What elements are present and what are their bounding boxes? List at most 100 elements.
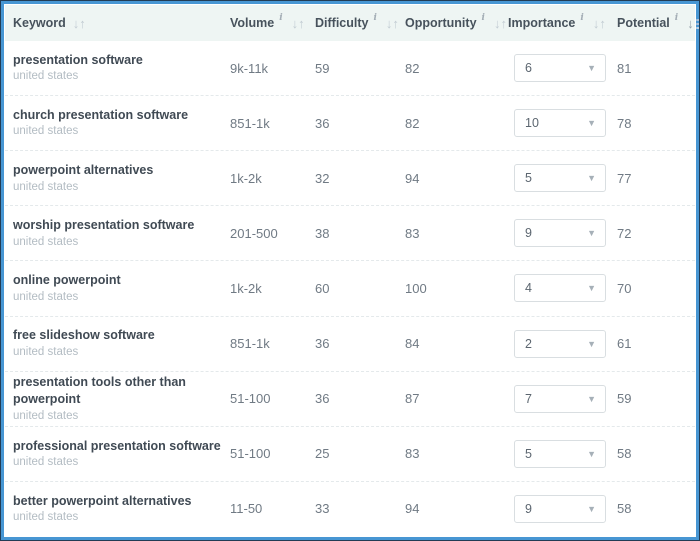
difficulty-value: 36 [315,391,330,407]
column-header-importance[interactable]: Importance i ↓ ↑ [508,13,617,31]
importance-cell: 7 ▼ [508,384,617,413]
chevron-down-icon: ▼ [587,283,596,294]
sort-arrows-icon[interactable]: ↓ ↑ [292,17,305,30]
potential-value: 58 [617,446,632,462]
keyword-text: presentation software [13,52,143,67]
importance-dropdown[interactable]: 6 ▼ [514,54,606,83]
volume-value: 1k-2k [230,170,262,186]
opportunity-value: 94 [405,170,420,186]
opportunity-value: 87 [405,391,420,407]
potential-value: 72 [617,225,632,241]
table-row: professional presentation software united… [5,425,695,481]
importance-value: 9 [525,226,532,241]
volume-value: 9k-11k [230,60,269,76]
keyword-cell: presentation tools other than powerpoint… [13,374,230,424]
keyword-location: united states [13,70,79,83]
keyword-text: free slideshow software [13,328,155,343]
column-label: Volume [230,16,275,30]
importance-value: 2 [525,336,532,351]
column-label: Keyword [13,16,66,30]
importance-dropdown[interactable]: 9 ▼ [514,494,606,523]
keyword-table: Keyword ↓ ↑ Volume i ↓ ↑ Difficulty i ↓ ↑ Opportuni… [5,5,699,536]
importance-dropdown[interactable]: 7 ▼ [514,384,606,413]
volume-value: 51-100 [230,391,271,407]
sort-arrows-icon[interactable]: ↓ ↑ [386,15,399,31]
keyword-text: presentation tools other than powerpoint [13,374,186,407]
column-header-potential[interactable]: Potential i ↓ [617,13,699,31]
importance-cell: 9 ▼ [508,494,617,523]
opportunity-value: 84 [405,336,420,352]
difficulty-value: 38 [315,225,330,241]
importance-dropdown[interactable]: 4 ▼ [514,274,606,303]
keyword-location: united states [13,180,79,193]
keyword-location: united states [13,290,79,303]
chevron-down-icon: ▼ [587,448,596,459]
keyword-location: united states [13,456,79,469]
info-icon[interactable]: i [674,13,679,23]
importance-cell: 6 ▼ [508,54,617,83]
keyword-location: united states [13,235,79,248]
keyword-cell: church presentation software united state… [13,107,230,139]
info-icon[interactable]: i [279,13,283,23]
table-body: presentation software united states 9k-11k… [5,41,695,536]
sort-arrows-icon[interactable]: ↓ ↑ [72,15,86,31]
difficulty-value: 25 [315,446,330,462]
keyword-cell: powerpoint alternatives united states [13,162,230,194]
sort-up-arrow-icon: ↑ [79,15,85,31]
difficulty-value: 32 [315,170,330,186]
chevron-down-icon: ▼ [587,338,596,349]
importance-dropdown[interactable]: 9 ▼ [514,219,606,248]
column-header-keyword[interactable]: Keyword ↓ ↑ [13,16,230,30]
importance-value: 4 [525,281,532,296]
chevron-down-icon: ▼ [587,118,596,129]
sort-up-arrow-icon: ↑ [500,15,506,31]
chevron-down-icon: ▼ [587,503,596,514]
importance-dropdown[interactable]: 10 ▼ [514,109,606,138]
importance-cell: 4 ▼ [508,274,617,303]
column-label: Opportunity [405,16,477,30]
importance-value: 6 [525,61,532,76]
keyword-location: united states [13,409,79,422]
table-row: better powerpoint alternatives united sta… [5,480,695,536]
volume-value: 11-50 [230,501,263,517]
volume-value: 851-1k [230,336,270,352]
opportunity-value: 100 [405,280,427,296]
keyword-text: online powerpoint [13,273,121,288]
chevron-down-icon: ▼ [587,173,596,184]
volume-value: 201-500 [230,225,278,241]
table-header-row: Keyword ↓ ↑ Volume i ↓ ↑ Difficulty i ↓ ↑ Opportuni… [5,5,699,41]
table-row: powerpoint alternatives united states 1k-2… [5,150,695,206]
info-icon[interactable]: i [580,13,584,23]
importance-dropdown[interactable]: 5 ▼ [514,439,606,468]
column-label: Difficulty [315,16,369,30]
sort-up-arrow-icon: ↑ [599,15,605,31]
chevron-down-icon: ▼ [587,228,596,239]
column-header-volume[interactable]: Volume i ↓ ↑ [230,13,315,30]
info-icon[interactable]: i [481,13,485,23]
chevron-down-icon: ▼ [587,393,596,404]
sort-descending-active-icon[interactable]: ↓ [687,15,699,31]
sort-down-arrow-icon: ↓ [72,15,79,31]
sort-arrows-icon[interactable]: ↓ ↑ [493,15,507,31]
info-icon[interactable]: i [373,13,377,23]
chevron-down-icon: ▼ [587,63,596,74]
sort-down-arrow-icon: ↓ [687,15,693,31]
column-header-difficulty[interactable]: Difficulty i ↓ ↑ [315,13,405,31]
importance-cell: 2 ▼ [508,329,617,358]
sort-down-arrow-icon: ↓ [493,15,500,31]
sort-arrows-icon[interactable]: ↓ ↑ [593,15,606,31]
importance-dropdown[interactable]: 5 ▼ [514,164,606,193]
keyword-text: professional presentation software [13,438,221,453]
sort-up-arrow-icon: ↑ [392,15,398,31]
keyword-cell: worship presentation software united stat… [13,217,230,249]
volume-value: 51-100 [230,446,271,462]
sort-bars-icon [695,18,699,29]
difficulty-value: 60 [315,280,330,296]
column-label: Potential [617,16,670,30]
potential-value: 61 [617,336,632,352]
keyword-location: united states [13,125,79,138]
column-header-opportunity[interactable]: Opportunity i ↓ ↑ [405,13,508,31]
keyword-cell: better powerpoint alternatives united sta… [13,493,230,525]
importance-dropdown[interactable]: 2 ▼ [514,329,606,358]
